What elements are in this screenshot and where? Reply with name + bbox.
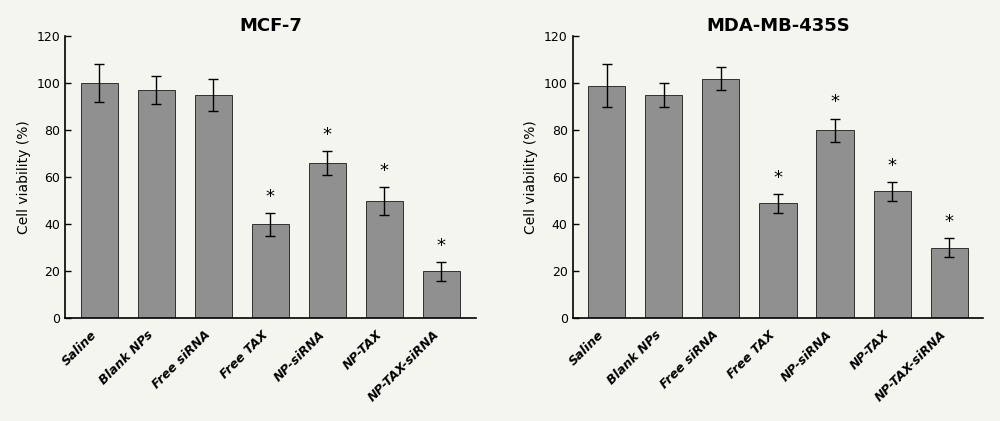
Bar	[588, 85, 625, 318]
Text: *: *	[831, 93, 840, 112]
Text: *: *	[380, 162, 389, 180]
Bar	[366, 201, 403, 318]
Bar	[645, 95, 682, 318]
Text: *: *	[323, 126, 332, 144]
Text: *: *	[773, 169, 782, 187]
Text: *: *	[437, 237, 446, 255]
Bar	[702, 79, 739, 318]
Bar	[252, 224, 289, 318]
Bar	[138, 91, 175, 318]
Text: *: *	[266, 187, 275, 205]
Title: MCF-7: MCF-7	[239, 17, 302, 35]
Text: *: *	[888, 157, 897, 175]
Bar	[195, 95, 232, 318]
Bar	[423, 272, 460, 318]
Bar	[309, 163, 346, 318]
Bar	[816, 130, 854, 318]
Bar	[81, 83, 118, 318]
Text: *: *	[945, 213, 954, 232]
Y-axis label: Cell viability (%): Cell viability (%)	[17, 120, 31, 234]
Bar	[874, 192, 911, 318]
Y-axis label: Cell viability (%): Cell viability (%)	[524, 120, 538, 234]
Bar	[931, 248, 968, 318]
Bar	[759, 203, 797, 318]
Title: MDA-MB-435S: MDA-MB-435S	[706, 17, 850, 35]
